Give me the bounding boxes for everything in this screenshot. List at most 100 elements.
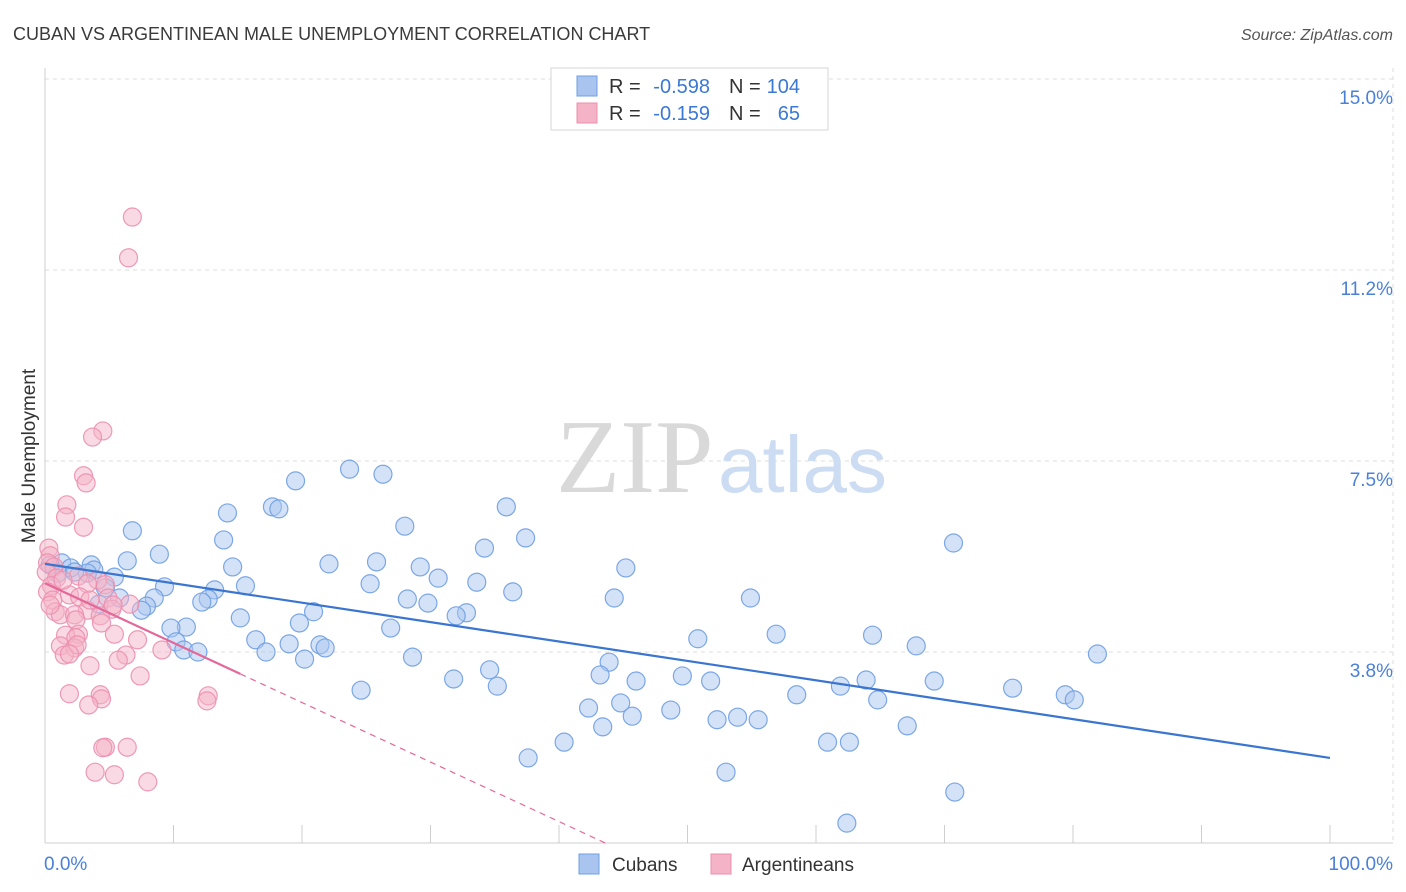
cubans-point	[748, 710, 768, 730]
cubans-point	[1003, 678, 1023, 698]
argentineans-point	[80, 656, 100, 676]
cubans-point	[366, 552, 387, 572]
argentineans-stats-swatch	[576, 102, 598, 124]
argentineans-trend-extension	[240, 673, 606, 844]
argentineans-point	[93, 738, 113, 758]
cubans-point	[943, 533, 964, 553]
cubans-point	[289, 613, 310, 633]
x-tick-label: 100.0%	[1329, 854, 1394, 875]
tick-labels: 15.0% 11.2% 7.5% 3.8% 0.0% 100.0%	[44, 88, 1393, 875]
argentineans-point	[152, 640, 172, 660]
cubans-point	[716, 762, 736, 782]
cubans-point	[474, 538, 495, 558]
cubans-point	[339, 459, 360, 479]
cubans-point	[395, 516, 415, 536]
scatter-points	[36, 207, 1108, 833]
cubans-point	[410, 557, 430, 577]
argentineans-point	[127, 630, 148, 650]
cubans-point	[214, 530, 234, 550]
argentineans-point	[40, 595, 60, 615]
axes	[44, 68, 1393, 844]
argentineans-point	[130, 666, 150, 686]
cubans-point	[360, 574, 380, 594]
argentineans-point	[104, 765, 124, 785]
cubans-point	[707, 710, 727, 730]
argentineans-point	[59, 684, 80, 704]
argentineans-point	[59, 644, 80, 664]
cubans-point	[373, 464, 393, 484]
argentineans-point	[82, 427, 103, 447]
cubans-point	[728, 707, 748, 727]
argentineans-point	[138, 772, 158, 792]
cubans-point	[503, 582, 523, 602]
cubans-point	[418, 593, 438, 613]
argentineans-point	[85, 762, 105, 782]
cubans-point	[117, 551, 137, 571]
argentineans-r-label: R =	[609, 103, 641, 125]
cubans-point	[149, 544, 169, 564]
cubans-point	[837, 813, 857, 833]
cubans-point	[487, 676, 507, 696]
chart-title: CUBAN VS ARGENTINEAN MALE UNEMPLOYMENT C…	[13, 24, 650, 44]
cubans-point	[230, 608, 250, 628]
x-tick-label: 0.0%	[44, 854, 87, 875]
argentineans-legend-swatch	[710, 853, 732, 875]
cubans-point	[444, 669, 464, 689]
cubans-point	[897, 716, 917, 736]
cubans-point	[701, 671, 721, 691]
cubans-n-label: N =	[729, 76, 761, 98]
argentineans-r-value: -0.159	[653, 103, 710, 125]
cubans-point	[122, 521, 142, 541]
watermark: ZIP atlas	[556, 398, 887, 515]
watermark-atlas-text: atlas	[718, 420, 887, 509]
cubans-point	[256, 642, 276, 662]
cubans-point	[294, 649, 315, 669]
y-tick-label: 11.2%	[1341, 279, 1394, 300]
source-credit: Source: ZipAtlas.com	[1241, 27, 1393, 44]
cubans-r-value: -0.598	[653, 76, 710, 98]
cubans-point	[590, 665, 610, 685]
cubans-point	[428, 568, 448, 588]
argentineans-point	[91, 613, 112, 633]
cubans-point	[616, 558, 636, 578]
cubans-point	[279, 634, 299, 654]
cubans-point	[246, 630, 266, 650]
cubans-point	[554, 732, 574, 752]
cubans-n-value: 104	[767, 76, 800, 98]
cubans-point	[688, 629, 708, 649]
trend-lines	[44, 562, 1331, 844]
cubans-point	[839, 732, 860, 752]
cubans-stats-swatch	[576, 75, 598, 97]
cubans-point	[622, 706, 642, 726]
cubans-point	[672, 666, 692, 686]
cubans-point	[496, 497, 516, 517]
cubans-trend-line	[44, 562, 1331, 760]
cubans-point	[817, 732, 838, 752]
cubans-point	[397, 589, 417, 609]
cubans-point	[906, 636, 926, 656]
cubans-point	[626, 671, 646, 691]
cubans-point	[269, 499, 289, 519]
cubans-point	[223, 557, 243, 577]
cubans-point	[661, 700, 681, 720]
argentineans-point	[108, 650, 128, 670]
cubans-point	[319, 554, 339, 574]
cubans-point	[766, 624, 786, 644]
cubans-point	[1064, 690, 1084, 710]
argentineans-point	[120, 594, 140, 614]
cubans-point	[945, 782, 965, 802]
argentineans-point	[79, 695, 99, 715]
argentineans-point	[55, 507, 76, 527]
cubans-point	[467, 572, 487, 592]
cubans-point	[578, 698, 599, 718]
cubans-points	[40, 459, 1108, 833]
cubans-point	[192, 592, 212, 612]
argentineans-point	[117, 737, 137, 757]
argentineans-trend-line	[44, 582, 241, 675]
cubans-point	[402, 647, 423, 667]
y-axis-label: Male Unemployment	[19, 368, 40, 543]
cubans-point	[446, 606, 466, 626]
cubans-point	[217, 503, 238, 523]
cubans-point	[480, 660, 500, 680]
cubans-point	[830, 676, 851, 696]
